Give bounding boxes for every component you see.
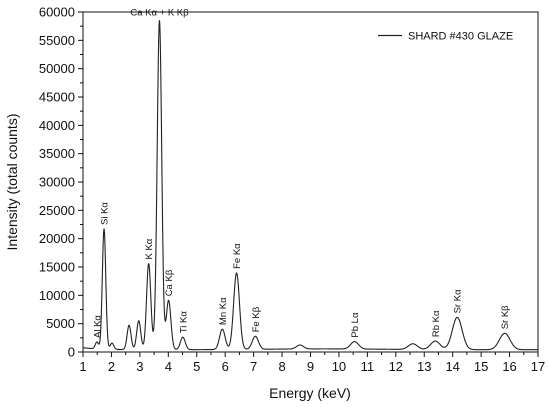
y-tick-label: 10000 <box>39 288 75 303</box>
x-tick-label: 16 <box>502 359 516 374</box>
peak-label: Pb Lα <box>350 312 361 338</box>
x-tick-label: 4 <box>165 359 172 374</box>
x-tick-label: 9 <box>307 359 314 374</box>
y-tick-label: 5000 <box>46 316 75 331</box>
x-tick-label: 13 <box>417 359 431 374</box>
y-axis: 0 5000 10000 15000 20000 25000 30000 35000 40000… <box>39 5 83 360</box>
peak-label: Sr Kα <box>453 289 464 313</box>
y-tick-label: 50000 <box>39 61 75 76</box>
x-tick-label: 6 <box>222 359 229 374</box>
x-tick-label: 12 <box>389 359 403 374</box>
x-tick-label: 15 <box>474 359 488 374</box>
x-tick-label: 5 <box>193 359 200 374</box>
peak-label: K Kα <box>144 238 155 259</box>
peak-label: Sr Kβ <box>500 305 511 329</box>
y-tick-label: 35000 <box>39 146 75 161</box>
peak-label: Fe Kβ <box>251 306 262 332</box>
spectrum-line <box>82 20 539 351</box>
x-tick-label: 3 <box>136 359 143 374</box>
x-tick-label: 14 <box>445 359 459 374</box>
x-tick-label: 7 <box>250 359 257 374</box>
peak-label: Si Kα <box>100 202 111 225</box>
peak-label: Ca Kα + K Kβ <box>130 8 189 19</box>
x-axis: 1 2 3 4 5 6 7 8 9 10 11 12 13 14 15 16 17 <box>79 352 545 374</box>
y-tick-label: 40000 <box>39 118 75 133</box>
x-tick-label: 1 <box>79 359 86 374</box>
legend: SHARD #430 GLAZE <box>378 31 513 43</box>
y-tick-label: 60000 <box>39 5 75 20</box>
peak-labels: Al Kα Si Kα K Kα Ca Kα + K Kβ Ca Kβ Ti Kα Mn K… <box>92 8 511 338</box>
y-tick-label: 30000 <box>39 175 75 190</box>
x-tick-label: 10 <box>332 359 346 374</box>
peak-label: Al Kα <box>92 315 103 338</box>
x-tick-label: 2 <box>108 359 115 374</box>
x-tick-label: 11 <box>361 359 375 374</box>
peak-label: Ca Kβ <box>164 269 175 296</box>
y-tick-label: 0 <box>68 345 75 360</box>
y-axis-title: Intensity (total counts) <box>4 114 20 251</box>
x-tick-label: 8 <box>278 359 285 374</box>
x-tick-label: 17 <box>531 359 545 374</box>
peak-label: Fe Kα <box>232 243 243 269</box>
y-tick-label: 20000 <box>39 231 75 246</box>
x-axis-title: Energy (keV) <box>269 385 351 401</box>
y-tick-label: 45000 <box>39 90 75 105</box>
y-tick-label: 25000 <box>39 203 75 218</box>
y-tick-label: 15000 <box>39 260 75 275</box>
peak-label: Rb Kα <box>431 310 442 337</box>
peak-label: Ti Kα <box>178 311 189 334</box>
legend-label: SHARD #430 GLAZE <box>408 31 513 43</box>
peak-label: Mn Kα <box>218 297 229 325</box>
y-tick-label: 55000 <box>39 33 75 48</box>
